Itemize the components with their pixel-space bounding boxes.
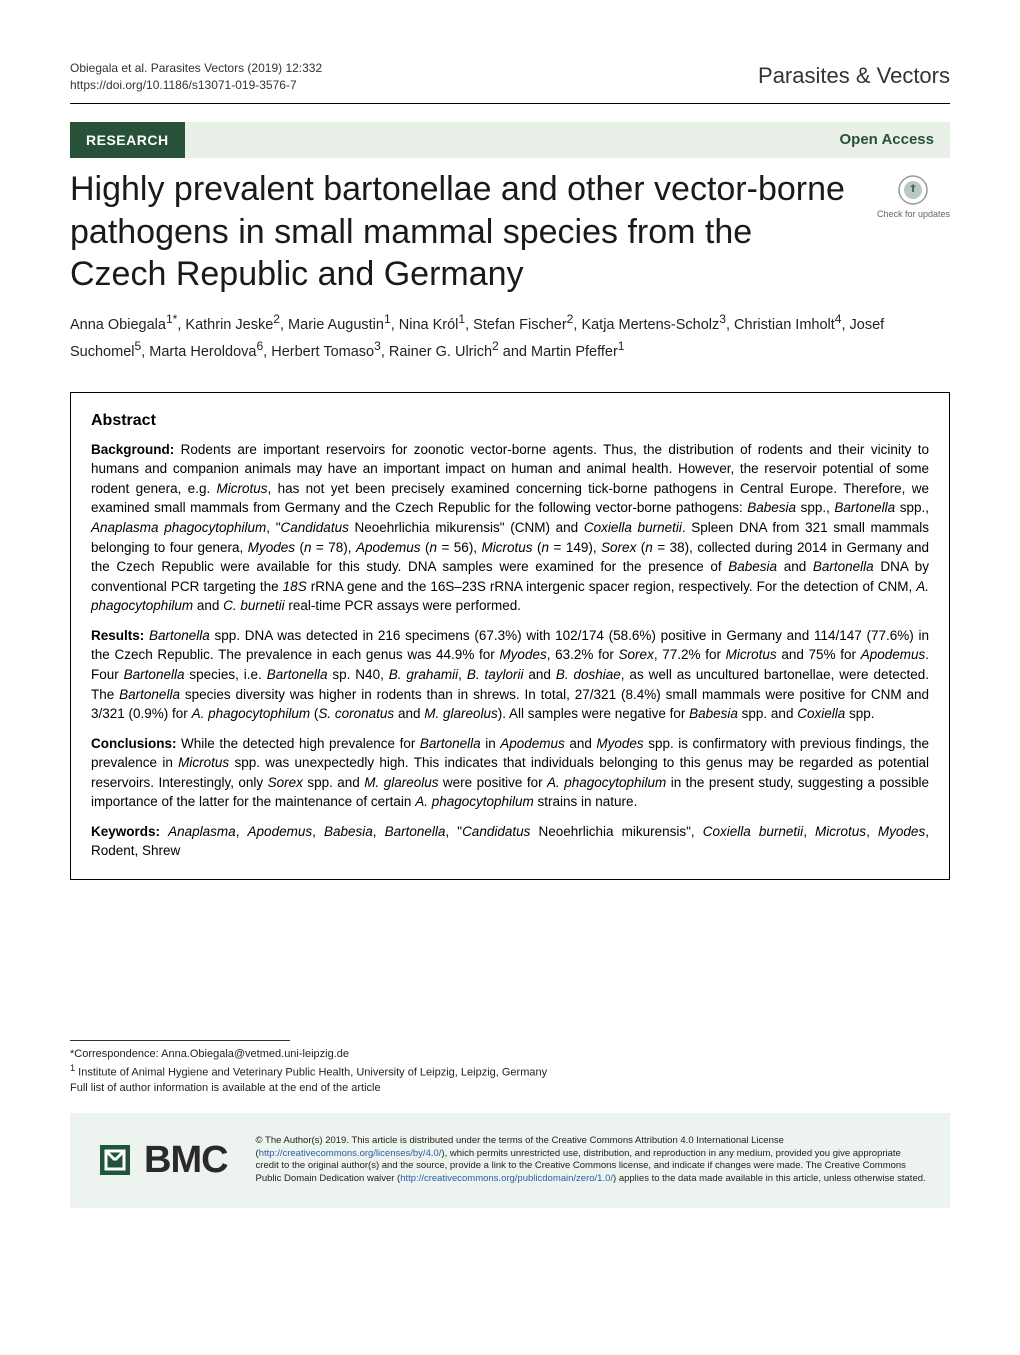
bmc-icon bbox=[94, 1139, 136, 1181]
license-bar: BMC © The Author(s) 2019. This article i… bbox=[70, 1113, 950, 1208]
conclusions-label: Conclusions: bbox=[91, 736, 177, 751]
check-updates-icon bbox=[897, 174, 929, 206]
results-label: Results: bbox=[91, 628, 144, 643]
background-text: Rodents are important reservoirs for zoo… bbox=[91, 442, 929, 614]
citation-block: Obiegala et al. Parasites Vectors (2019)… bbox=[70, 60, 322, 95]
check-updates-text: Check for updates bbox=[877, 209, 950, 219]
results-text: Bartonella spp. DNA was detected in 216 … bbox=[91, 628, 929, 721]
background-label: Background: bbox=[91, 442, 174, 457]
keywords-text: Anaplasma, Apodemus, Babesia, Bartonella… bbox=[91, 824, 929, 859]
citation-line: Obiegala et al. Parasites Vectors (2019)… bbox=[70, 60, 322, 77]
bmc-logo: BMC bbox=[94, 1133, 228, 1188]
abstract-box: Abstract Background: Rodents are importa… bbox=[70, 392, 950, 880]
journal-name: Parasites & Vectors bbox=[758, 60, 950, 92]
abstract-conclusions: Conclusions: While the detected high pre… bbox=[91, 734, 929, 812]
check-updates-badge[interactable]: Check for updates bbox=[877, 174, 950, 221]
correspondence-affiliation: 1 Institute of Animal Hygiene and Veteri… bbox=[70, 1062, 950, 1081]
bmc-text: BMC bbox=[144, 1133, 228, 1188]
abstract-keywords: Keywords: Anaplasma, Apodemus, Babesia, … bbox=[91, 822, 929, 861]
correspondence-email: *Correspondence: Anna.Obiegala@vetmed.un… bbox=[70, 1047, 950, 1062]
correspondence-block: *Correspondence: Anna.Obiegala@vetmed.un… bbox=[70, 1047, 950, 1097]
conclusions-text: While the detected high prevalence for B… bbox=[91, 736, 929, 810]
keywords-label: Keywords: bbox=[91, 824, 160, 839]
footnote-separator bbox=[70, 1040, 290, 1041]
correspondence-note: Full list of author information is avail… bbox=[70, 1081, 950, 1096]
abstract-background: Background: Rodents are important reserv… bbox=[91, 440, 929, 616]
license-text: © The Author(s) 2019. This article is di… bbox=[256, 1135, 926, 1186]
research-bar: RESEARCH Open Access bbox=[70, 122, 950, 158]
doi-line: https://doi.org/10.1186/s13071-019-3576-… bbox=[70, 77, 322, 94]
header-divider bbox=[70, 103, 950, 104]
abstract-results: Results: Bartonella spp. DNA was detecte… bbox=[91, 626, 929, 724]
running-header: Obiegala et al. Parasites Vectors (2019)… bbox=[70, 60, 950, 95]
open-access-label: Open Access bbox=[840, 129, 951, 151]
research-label: RESEARCH bbox=[70, 122, 185, 158]
abstract-heading: Abstract bbox=[91, 409, 929, 432]
authors-list: Anna Obiegala1*, Kathrin Jeske2, Marie A… bbox=[70, 310, 950, 364]
article-title: Highly prevalent bartonellae and other v… bbox=[70, 168, 857, 296]
